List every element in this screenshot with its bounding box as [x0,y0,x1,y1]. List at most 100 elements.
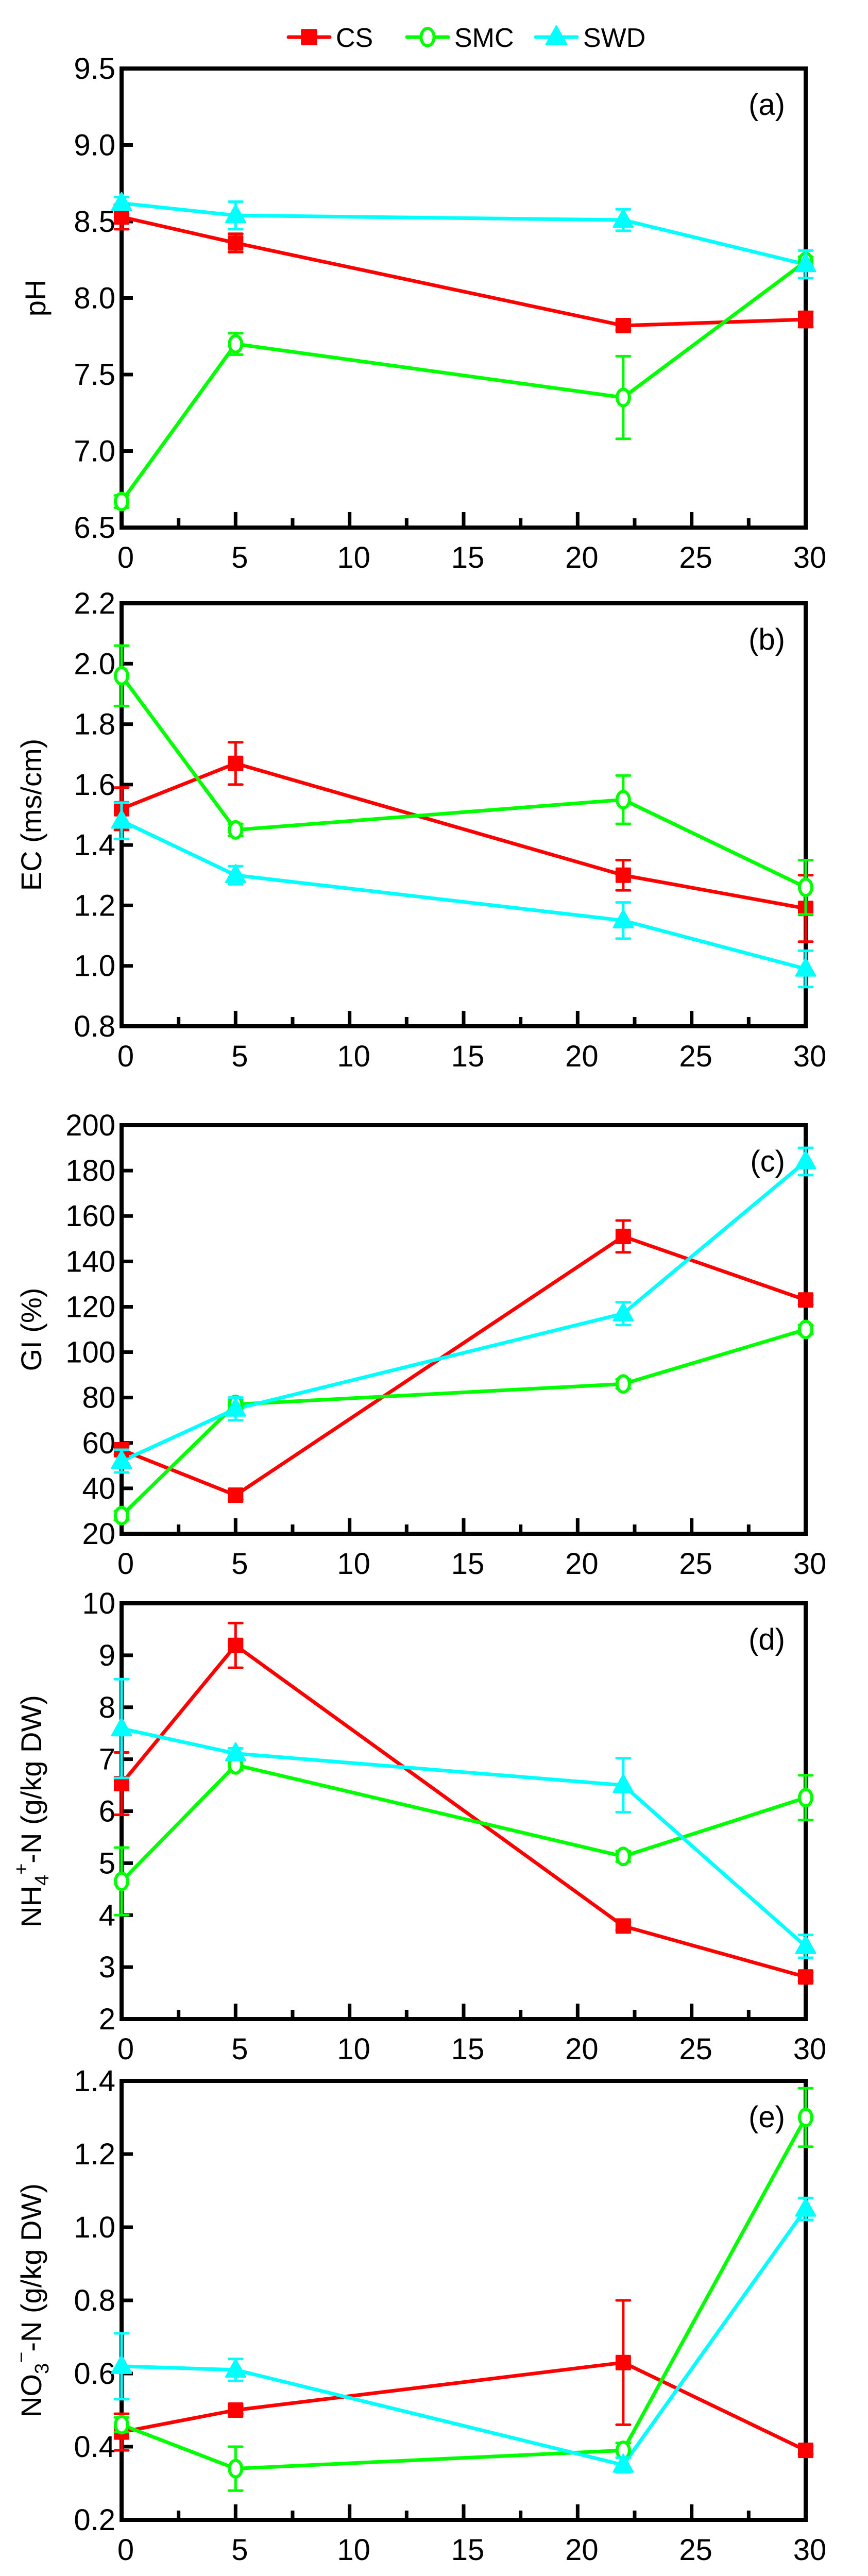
series-line-swd [121,2208,807,2467]
y-tick-label: 1.8 [74,708,115,741]
y-tick-label: 140 [65,1245,115,1278]
y-tick-label: 1.6 [74,768,115,802]
x-tick-label: 20 [565,1547,599,1581]
y-tick-label: 2 [99,2003,115,2036]
y-tick-label: 0.8 [74,2284,115,2317]
data-point-smc [798,2108,813,2127]
ylabel-sub: 3 [31,2363,53,2374]
data-point-swd [225,2359,246,2378]
panel-tag: (b) [748,623,785,656]
x-tick-label: 0 [117,2032,134,2066]
y-tick-label: 8 [99,1691,115,1724]
data-point-swd [225,1397,246,1417]
data-point-swd [795,957,816,977]
plot-frame [120,66,808,530]
series-points-smc [113,2087,814,2492]
y-tick-label: 9.0 [74,129,115,162]
x-tick-label: 15 [451,2032,485,2066]
y-tick-label: 1.2 [74,2138,115,2171]
data-point-cs [114,209,129,225]
legend-item-smc: SMC [405,23,514,53]
y-tick-label: 100 [65,1336,115,1369]
y-tick-label: 7.5 [74,358,115,392]
data-point-smc [114,2415,129,2435]
y-tick-label: 0.6 [74,2357,115,2391]
y-tick-label: 80 [82,1381,115,1415]
series-points-swd [111,192,816,280]
data-point-swd [225,204,246,224]
data-point-swd [225,863,246,883]
panel-e: 0.2 0.4 0.6 0.8 1.0 1.2 1.4 0 5 10 15 20 25 30 NO3−-N … [11,2064,826,2567]
y-tick-label: 1.4 [74,828,115,862]
series-line-cs [121,215,806,328]
x-tick-label: 10 [337,541,370,574]
legend-item-swd: SWD [534,23,645,53]
data-point-swd [111,809,132,829]
x-tick-label: 0 [117,1040,134,1073]
data-point-smc [114,1871,129,1891]
data-point-cs [615,1228,631,1244]
data-point-cs [228,1487,244,1503]
data-point-swd [612,909,634,928]
series-points-swd [111,1146,816,1474]
series-line-swd [121,1726,807,1948]
data-point-cs [615,2354,631,2370]
y-tick-label: 1.0 [74,2211,115,2244]
legend-label: SMC [454,23,514,53]
series-points-cs [113,203,814,333]
y-tick-label: 60 [82,1427,115,1460]
series-line-smc [120,1763,807,1883]
data-point-swd [111,192,132,211]
legend-label: CS [336,23,373,53]
ylabel-base: NH [15,1886,47,1927]
data-point-smc [228,2459,244,2479]
x-tick-label: 5 [231,541,248,574]
data-point-swd [612,209,634,228]
data-point-smc [228,334,244,354]
x-tick-label: 15 [451,1547,485,1581]
y-tick-label: 40 [82,1472,115,1505]
data-point-swd [795,1150,816,1170]
data-point-smc [615,1846,631,1867]
data-point-cs [798,2443,813,2459]
series-points-swd [111,1677,816,1959]
series-line-cs [121,1234,807,1497]
data-point-smc [798,877,813,897]
y-tick-label: 8.0 [74,282,115,315]
y-axis-title: pH [19,280,52,317]
x-tick-label: 30 [793,2032,827,2066]
x-tick-label: 0 [117,2533,134,2567]
legend-marker-cs [301,29,317,45]
x-tick-label: 15 [451,541,485,574]
y-tick-label: 5 [99,1846,115,1880]
data-point-cs [798,312,813,328]
ylabel-sub: 4 [31,1875,53,1886]
ylabel-rest: -N (g/kg DW) [15,1695,47,1863]
data-point-cs [228,235,244,251]
panel-a: 6.5 7.0 7.5 8.0 8.5 9.0 9.5 0 5 10 15 20 25 30 pH (a) [19,52,826,574]
x-tick-label: 10 [337,1040,370,1073]
y-tick-label: 160 [65,1199,115,1233]
data-point-cs [615,867,631,883]
x-tick-label: 20 [565,1040,599,1073]
x-tick-label: 30 [793,1547,827,1581]
series-line-cs [121,2361,807,2452]
plot-frame [120,1123,808,1536]
series-points-cs [113,1621,814,1985]
panel-tag: (e) [748,2100,785,2134]
data-point-smc [228,820,244,840]
x-tick-label: 10 [337,2533,370,2567]
y-tick-label: 8.5 [74,205,115,239]
data-point-cs [615,1918,631,1934]
legend-item-cs: CS [286,23,373,53]
y-tick-label: 6.5 [74,511,115,545]
x-tick-label: 20 [565,2533,599,2567]
plot-frame [120,2079,808,2522]
data-point-swd [111,2354,132,2374]
x-tick-label: 5 [231,2032,248,2066]
data-point-smc [114,1505,129,1526]
panel-tag: (c) [750,1145,785,1178]
legend-marker-smc [419,27,436,47]
ylabel-rest: -N (g/kg DW) [15,2183,47,2352]
panel-b: 0.8 1.0 1.2 1.4 1.6 1.8 2.0 2.2 0 5 10 15 20 25 30 EC (… [15,587,826,1073]
